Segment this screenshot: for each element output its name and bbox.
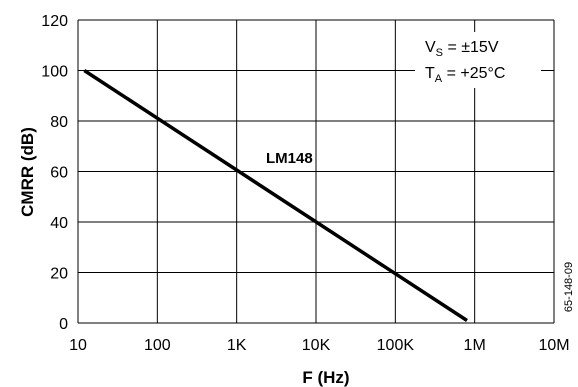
y-tick-label: 20: [50, 266, 68, 283]
x-axis-title: F (Hz): [302, 368, 349, 387]
y-tick-labels: 0 20 40 60 80 100 120: [41, 13, 68, 333]
x-tick-label: 10: [69, 337, 87, 354]
x-tick-label: 1M: [464, 337, 486, 354]
conditions-box: [415, 32, 541, 88]
x-tick-label: 100K: [377, 337, 415, 354]
y-axis-title: CMRR (dB): [18, 127, 37, 217]
x-tick-label: 100: [144, 337, 171, 354]
figure-id: 65-148-09: [563, 262, 575, 312]
y-tick-label: 100: [41, 64, 68, 81]
x-tick-labels: 10 100 1K 10K 100K 1M 10M: [69, 337, 569, 354]
supply-voltage-condition: VS = ±15V: [425, 39, 499, 59]
x-tick-label: 1K: [227, 337, 247, 354]
y-tick-label: 0: [59, 316, 68, 333]
series-label-lm148: LM148: [266, 150, 313, 167]
y-tick-label: 120: [41, 13, 68, 30]
temperature-condition: TA = +25°C: [425, 65, 505, 85]
y-tick-label: 80: [50, 114, 68, 131]
x-tick-label: 10M: [538, 337, 569, 354]
y-tick-label: 60: [50, 165, 68, 182]
y-tick-label: 40: [50, 215, 68, 232]
series-line-lm148: [83, 69, 468, 322]
series-lines: [83, 69, 468, 322]
x-tick-label: 10K: [302, 337, 331, 354]
